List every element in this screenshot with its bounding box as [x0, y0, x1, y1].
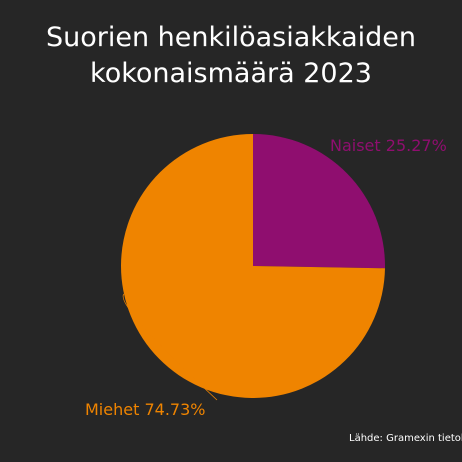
slice-label: Naiset 25.27% — [330, 136, 447, 155]
slice-label: Miehet 74.73% — [85, 400, 205, 419]
leader-line — [122, 293, 218, 401]
slice-category: Naiset — [330, 136, 381, 155]
slice-value-label: 74.73% — [144, 400, 205, 419]
slice-category: Miehet — [85, 400, 139, 419]
chart-title: Suorien henkilöasiakkaiden kokonaismäärä… — [45, 22, 417, 89]
source: Lähde: Gramexin tietokanta, ti — [349, 433, 462, 444]
pie-slice — [253, 134, 385, 269]
pie-slice — [121, 134, 385, 399]
slice-value-label: 25.27% — [386, 136, 447, 155]
